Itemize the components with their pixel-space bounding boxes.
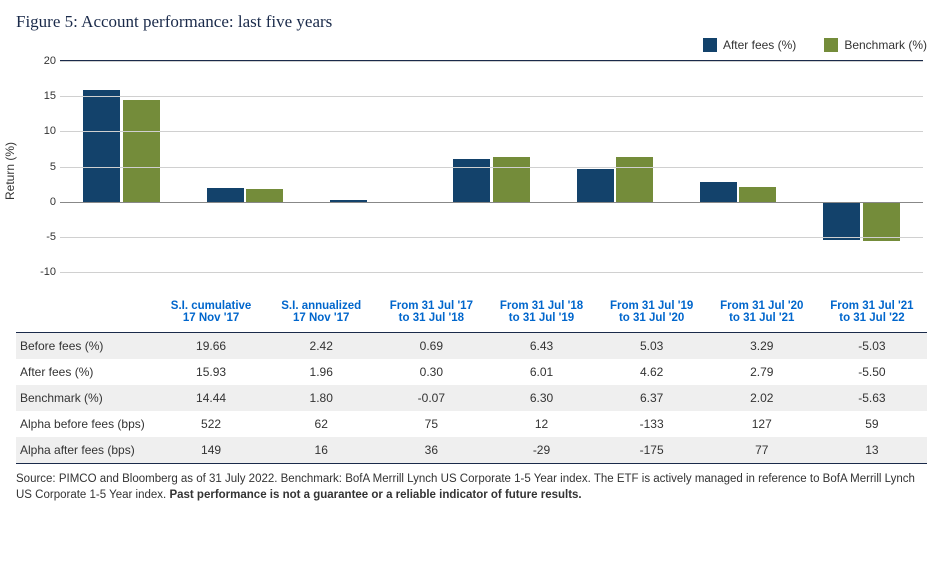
- y-tick: -5: [30, 231, 56, 243]
- bar-after-fees: [207, 188, 244, 202]
- y-tick: -10: [30, 266, 56, 278]
- table-cell: 12: [486, 411, 596, 437]
- table-column-header: From 31 Jul '21 to 31 Jul '22: [817, 292, 927, 333]
- table-row: After fees (%)15.931.960.306.014.622.79-…: [16, 359, 927, 385]
- table-cell: 6.01: [486, 359, 596, 385]
- table-cell: 3.29: [707, 333, 817, 360]
- legend-swatch-benchmark: [824, 38, 838, 52]
- table-cell: 16: [266, 437, 376, 464]
- bar-after-fees: [577, 169, 614, 201]
- table-cell: 1.96: [266, 359, 376, 385]
- table-cell: 2.42: [266, 333, 376, 360]
- table-row: Alpha before fees (bps)522627512-1331275…: [16, 411, 927, 437]
- row-label: Alpha before fees (bps): [16, 411, 156, 437]
- y-axis-label: Return (%): [3, 142, 17, 200]
- row-label: Benchmark (%): [16, 385, 156, 411]
- bar-benchmark: [863, 202, 900, 242]
- y-tick: 10: [30, 125, 56, 137]
- table-row: Alpha after fees (bps)1491636-29-1757713: [16, 437, 927, 464]
- y-tick: 20: [30, 55, 56, 67]
- table-column-header: From 31 Jul '18 to 31 Jul '19: [486, 292, 596, 333]
- table-cell: 19.66: [156, 333, 266, 360]
- figure-title: Figure 5: Account performance: last five…: [16, 12, 927, 32]
- bar-benchmark: [739, 187, 776, 201]
- table-cell: 2.02: [707, 385, 817, 411]
- table-row: Benchmark (%)14.441.80-0.076.306.372.02-…: [16, 385, 927, 411]
- table-cell: 13: [817, 437, 927, 464]
- bar-after-fees: [83, 90, 120, 202]
- y-tick: 15: [30, 90, 56, 102]
- table-cell: 2.79: [707, 359, 817, 385]
- legend-swatch-after-fees: [703, 38, 717, 52]
- table-cell: -0.07: [376, 385, 486, 411]
- table-cell: 14.44: [156, 385, 266, 411]
- table-cell: 127: [707, 411, 817, 437]
- performance-table: S.I. cumulative 17 Nov '17S.I. annualize…: [16, 292, 927, 464]
- bar-benchmark: [616, 157, 653, 202]
- chart-legend: After fees (%) Benchmark (%): [16, 38, 927, 52]
- table-header-blank: [16, 292, 156, 333]
- bar-benchmark: [123, 100, 160, 202]
- table-cell: 5.03: [597, 333, 707, 360]
- table-cell: -5.63: [817, 385, 927, 411]
- footnote-bold: Past performance is not a guarantee or a…: [169, 489, 581, 501]
- table-cell: 0.69: [376, 333, 486, 360]
- table-cell: 0.30: [376, 359, 486, 385]
- table-cell: -5.03: [817, 333, 927, 360]
- table-cell: 149: [156, 437, 266, 464]
- bar-benchmark: [493, 157, 530, 201]
- table-cell: -133: [597, 411, 707, 437]
- gridline: [60, 272, 923, 273]
- table-column-header: From 31 Jul '19 to 31 Jul '20: [597, 292, 707, 333]
- gridline: [60, 61, 923, 62]
- legend-benchmark: Benchmark (%): [824, 38, 927, 52]
- table-cell: 6.30: [486, 385, 596, 411]
- table-cell: -29: [486, 437, 596, 464]
- table-column-header: S.I. cumulative 17 Nov '17: [156, 292, 266, 333]
- chart: Return (%) -10-505101520: [16, 56, 927, 286]
- bar-after-fees: [700, 182, 737, 202]
- table-cell: 1.80: [266, 385, 376, 411]
- gridline: [60, 167, 923, 168]
- table-cell: 75: [376, 411, 486, 437]
- plot-area: -10-505101520: [60, 60, 923, 272]
- table-cell: 6.37: [597, 385, 707, 411]
- footnote: Source: PIMCO and Bloomberg as of 31 Jul…: [16, 472, 927, 503]
- legend-label-after-fees: After fees (%): [723, 38, 796, 52]
- y-tick: 0: [30, 196, 56, 208]
- gridline: [60, 237, 923, 238]
- table-body: Before fees (%)19.662.420.696.435.033.29…: [16, 333, 927, 464]
- table-cell: 36: [376, 437, 486, 464]
- table-row: Before fees (%)19.662.420.696.435.033.29…: [16, 333, 927, 360]
- row-label: Alpha after fees (bps): [16, 437, 156, 464]
- legend-label-benchmark: Benchmark (%): [844, 38, 927, 52]
- table-cell: 77: [707, 437, 817, 464]
- row-label: Before fees (%): [16, 333, 156, 360]
- y-tick: 5: [30, 161, 56, 173]
- table-cell: 59: [817, 411, 927, 437]
- gridline: [60, 131, 923, 132]
- gridline: [60, 202, 923, 203]
- table-cell: 15.93: [156, 359, 266, 385]
- gridline: [60, 96, 923, 97]
- table-cell: 522: [156, 411, 266, 437]
- table-cell: 6.43: [486, 333, 596, 360]
- table-cell: -5.50: [817, 359, 927, 385]
- table-column-header: From 31 Jul '20 to 31 Jul '21: [707, 292, 817, 333]
- legend-after-fees: After fees (%): [703, 38, 796, 52]
- bar-benchmark: [246, 189, 283, 202]
- bar-after-fees: [823, 202, 860, 241]
- table-header-row: S.I. cumulative 17 Nov '17S.I. annualize…: [16, 292, 927, 333]
- table-column-header: S.I. annualized 17 Nov '17: [266, 292, 376, 333]
- table-column-header: From 31 Jul '17 to 31 Jul '18: [376, 292, 486, 333]
- table-cell: -175: [597, 437, 707, 464]
- table-cell: 4.62: [597, 359, 707, 385]
- row-label: After fees (%): [16, 359, 156, 385]
- table-cell: 62: [266, 411, 376, 437]
